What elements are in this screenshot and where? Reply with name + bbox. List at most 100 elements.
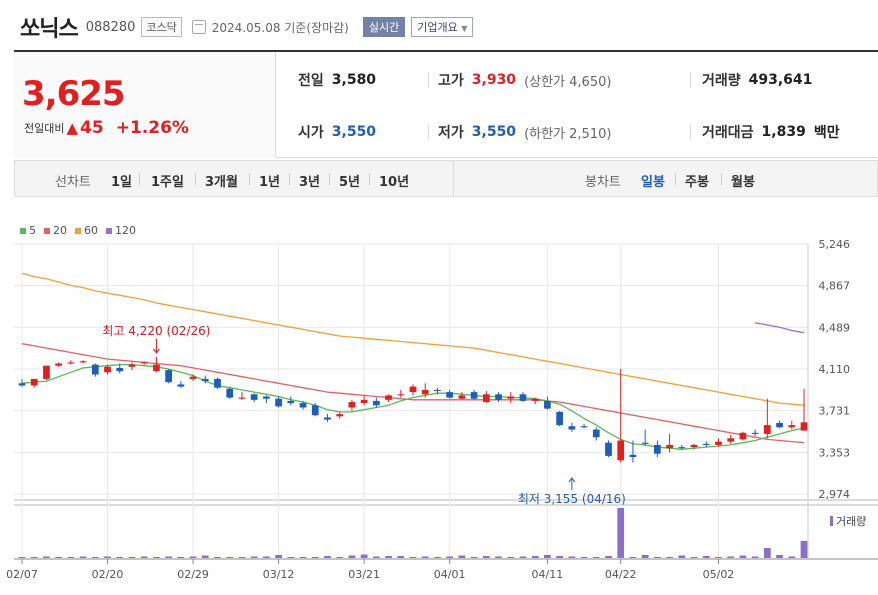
- candle-body: [507, 396, 515, 399]
- candle-body: [629, 454, 637, 458]
- candle-body: [556, 411, 563, 426]
- volume-bar: [458, 555, 466, 558]
- legend-label: 60: [84, 224, 98, 237]
- caret-down-icon: ▼: [461, 24, 468, 33]
- volume-bar: [788, 556, 796, 558]
- volume-value: 493,641: [748, 72, 813, 88]
- volume-bar: [238, 557, 246, 558]
- volume-bar: [336, 557, 344, 558]
- period-5y[interactable]: 5년: [339, 175, 361, 190]
- period-3y[interactable]: 3년: [299, 175, 321, 190]
- volume-bar: [568, 556, 576, 558]
- candle-body: [55, 363, 63, 366]
- candle-weekly[interactable]: 주봉: [685, 175, 709, 190]
- volume-legend: 거래량: [830, 513, 866, 529]
- y-tick-label: 4,110: [819, 363, 851, 376]
- company-overview-button[interactable]: 기업개요 ▼: [411, 17, 474, 37]
- candle-body: [776, 422, 783, 428]
- volume-bar: [751, 556, 759, 558]
- volume-bar: [30, 557, 38, 558]
- change-row: 전일대비 ▲ 45 +1.26%: [24, 118, 189, 138]
- candle-body: [250, 394, 258, 400]
- candle-body: [140, 362, 148, 364]
- y-tick-label: 3,353: [819, 446, 851, 459]
- ma120-line: [754, 322, 805, 334]
- candle-body: [311, 405, 319, 416]
- period-1d[interactable]: 1일: [111, 175, 133, 190]
- candle-body: [238, 397, 246, 399]
- change-label: 전일대비: [24, 122, 65, 135]
- candle-body: [763, 425, 771, 434]
- x-tick-label: 04/22: [605, 568, 637, 581]
- candle-body: [104, 366, 111, 373]
- candle-body: [531, 398, 539, 401]
- open-label: 시가: [298, 125, 324, 141]
- candle-body: [360, 399, 368, 404]
- price-panel: 3,625 전일대비 ▲ 45 +1.26%: [14, 52, 276, 158]
- legend-item-ma20: 20: [44, 224, 67, 237]
- period-1y[interactable]: 1년: [259, 175, 281, 190]
- volume-bar: [715, 557, 722, 558]
- period-10y[interactable]: 10년: [379, 175, 410, 190]
- candle-body: [385, 395, 392, 400]
- candle-body: [214, 378, 221, 388]
- volume-bar: [544, 555, 551, 558]
- x-tick-label: 03/12: [263, 568, 295, 581]
- open-value: 3,550: [331, 124, 377, 140]
- arrow-up-icon: [568, 477, 576, 483]
- candle-body: [153, 364, 160, 372]
- period-3m[interactable]: 3개월: [205, 175, 238, 190]
- ma5-line: [21, 363, 805, 450]
- x-tick-label: 02/20: [92, 568, 124, 581]
- candle-body: [458, 395, 466, 399]
- candle-body: [751, 432, 759, 434]
- candle-body: [67, 362, 75, 364]
- nav-divider: [289, 173, 290, 185]
- x-tick-label: 03/21: [348, 568, 380, 581]
- volume-bar: [421, 556, 429, 558]
- candle-body: [446, 392, 454, 398]
- legend-label: 5: [29, 224, 36, 237]
- volume-bar: [226, 557, 234, 558]
- realtime-button[interactable]: 실시간: [362, 17, 406, 37]
- volume-bar: [763, 548, 771, 558]
- volume-bar: [263, 556, 270, 558]
- y-tick-label: 4,489: [819, 321, 851, 334]
- line-chart-label: 선차트: [55, 175, 91, 190]
- candle-monthly[interactable]: 월봉: [731, 175, 755, 190]
- legend-swatch: [44, 227, 50, 234]
- volume-bar: [678, 555, 686, 558]
- volume-bar: [91, 557, 99, 558]
- low-value: 3,550: [471, 124, 517, 140]
- volume-bar: [372, 556, 380, 558]
- volume-bar: [617, 508, 625, 558]
- nav-divider: [329, 173, 330, 185]
- current-price: 3,625: [22, 74, 126, 114]
- divider: [428, 124, 429, 140]
- candle-body: [116, 367, 124, 372]
- candle-body: [715, 441, 722, 445]
- high-annotation: 최고 4,220 (02/26): [102, 324, 210, 338]
- volume-bar: [177, 557, 185, 558]
- y-tick-label: 2,974: [819, 488, 851, 501]
- legend-item-ma120: 120: [106, 224, 136, 237]
- volume-bar: [531, 556, 539, 558]
- volume-bar: [397, 556, 405, 558]
- volume-bar: [189, 556, 197, 558]
- y-tick-label: 5,246: [819, 238, 851, 251]
- volume-bar: [727, 556, 735, 558]
- y-tick-label: 3,731: [819, 405, 851, 418]
- x-tick-label: 04/11: [532, 568, 564, 581]
- volume-bar: [18, 557, 26, 558]
- ma20-line: [21, 343, 805, 444]
- volume-bar: [324, 556, 331, 558]
- candle-daily[interactable]: 일봉: [641, 175, 665, 190]
- candle-body: [397, 394, 405, 396]
- nav-divider: [675, 173, 676, 185]
- volume-bar: [507, 557, 515, 558]
- candle-body: [287, 400, 295, 404]
- volume-label: 거래량: [702, 73, 741, 89]
- period-1w[interactable]: 1주일: [151, 175, 184, 190]
- candle-chart-label: 봉차트: [585, 175, 621, 190]
